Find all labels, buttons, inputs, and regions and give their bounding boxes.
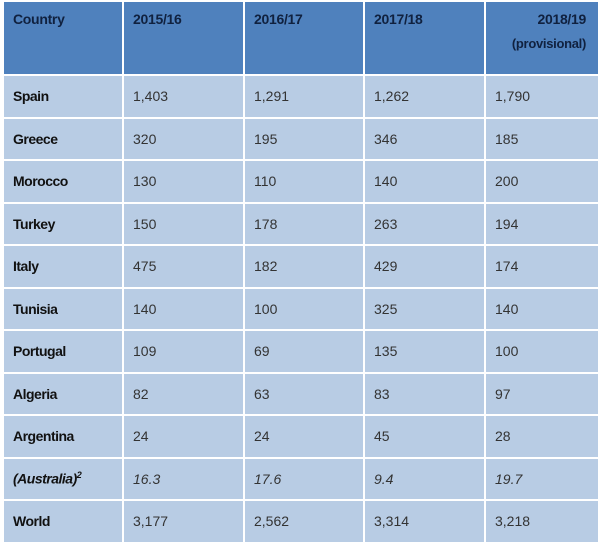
value-cell: 16.3: [122, 456, 245, 501]
header-row: Country 2015/16 2016/17 2017/18 2018/19 (…: [2, 0, 600, 76]
country-cell: World: [2, 499, 124, 544]
table-row: Argentina 24 24 45 28: [2, 414, 600, 459]
country-cell: Morocco: [2, 159, 124, 204]
country-name: Tunisia: [13, 300, 58, 317]
header-label: 2017/18: [374, 11, 423, 27]
country-name: Spain: [13, 88, 49, 105]
value-cell: 1,790: [484, 74, 600, 119]
country-name: World: [13, 513, 50, 530]
table-row: Morocco 130 110 140 200: [2, 159, 600, 204]
value-cell: 195: [243, 116, 365, 161]
table-row: Greece 320 195 346 185: [2, 116, 600, 161]
value-cell: 63: [243, 371, 365, 416]
value-cell: 24: [122, 414, 245, 459]
table-row: Portugal 109 69 135 100: [2, 329, 600, 374]
value-cell: 178: [243, 201, 365, 246]
header-2015-16: 2015/16: [122, 0, 245, 76]
value-cell: 140: [484, 286, 600, 331]
value-cell: 69: [243, 329, 365, 374]
table-row: World 3,177 2,562 3,314 3,218: [2, 499, 600, 544]
country-cell: Portugal: [2, 329, 124, 374]
country-name: Greece: [13, 130, 58, 147]
value-cell: 140: [363, 159, 486, 204]
value-cell: 320: [122, 116, 245, 161]
country-cell: Argentina: [2, 414, 124, 459]
country-cell: Turkey: [2, 201, 124, 246]
value-cell: 100: [484, 329, 600, 374]
value-cell: 3,177: [122, 499, 245, 544]
country-name: Morocco: [13, 173, 68, 190]
value-cell: 194: [484, 201, 600, 246]
header-label: 2016/17: [254, 11, 303, 27]
header-label: Country: [13, 11, 65, 27]
table-row: Tunisia 140 100 325 140: [2, 286, 600, 331]
value-cell: 263: [363, 201, 486, 246]
value-cell: 346: [363, 116, 486, 161]
value-cell: 182: [243, 244, 365, 289]
header-country: Country: [2, 0, 124, 76]
value-cell: 82: [122, 371, 245, 416]
value-cell: 429: [363, 244, 486, 289]
value-cell: 3,218: [484, 499, 600, 544]
value-cell: 24: [243, 414, 365, 459]
value-cell: 97: [484, 371, 600, 416]
header-2018-19: 2018/19 (provisional): [484, 0, 600, 76]
value-cell: 28: [484, 414, 600, 459]
value-cell: 3,314: [363, 499, 486, 544]
value-cell: 100: [243, 286, 365, 331]
value-cell: 9.4: [363, 456, 486, 501]
country-cell: Tunisia: [2, 286, 124, 331]
country-name: Turkey: [13, 215, 55, 232]
value-cell: 1,262: [363, 74, 486, 119]
header-2016-17: 2016/17: [243, 0, 365, 76]
value-cell: 1,291: [243, 74, 365, 119]
country-name: Italy: [13, 258, 39, 275]
header-sublabel: (provisional): [511, 36, 586, 51]
value-cell: 130: [122, 159, 245, 204]
country-name: Portugal: [13, 343, 66, 360]
country-name: Algeria: [13, 385, 57, 402]
value-cell: 325: [363, 286, 486, 331]
value-cell: 1,403: [122, 74, 245, 119]
country-cell: (Australia)2: [2, 456, 124, 501]
table-row: Italy 475 182 429 174: [2, 244, 600, 289]
country-cell: Greece: [2, 116, 124, 161]
value-cell: 83: [363, 371, 486, 416]
table-row: (Australia)2 16.3 17.6 9.4 19.7: [2, 456, 600, 501]
value-cell: 17.6: [243, 456, 365, 501]
footnote-marker: 2: [76, 470, 82, 481]
country-cell: Algeria: [2, 371, 124, 416]
value-cell: 185: [484, 116, 600, 161]
value-cell: 140: [122, 286, 245, 331]
value-cell: 135: [363, 329, 486, 374]
table-row: Algeria 82 63 83 97: [2, 371, 600, 416]
country-name: Argentina: [13, 428, 74, 445]
header-label: 2015/16: [133, 11, 182, 27]
value-cell: 200: [484, 159, 600, 204]
header-label: 2018/19: [537, 11, 586, 27]
country-name: (Australia): [13, 471, 77, 488]
value-cell: 2,562: [243, 499, 365, 544]
country-cell: Italy: [2, 244, 124, 289]
value-cell: 174: [484, 244, 600, 289]
table-row: Spain 1,403 1,291 1,262 1,790: [2, 74, 600, 119]
country-cell: Spain: [2, 74, 124, 119]
value-cell: 19.7: [484, 456, 600, 501]
value-cell: 45: [363, 414, 486, 459]
value-cell: 475: [122, 244, 245, 289]
header-2017-18: 2017/18: [363, 0, 486, 76]
table-row: Turkey 150 178 263 194: [2, 201, 600, 246]
value-cell: 109: [122, 329, 245, 374]
value-cell: 110: [243, 159, 365, 204]
value-cell: 150: [122, 201, 245, 246]
